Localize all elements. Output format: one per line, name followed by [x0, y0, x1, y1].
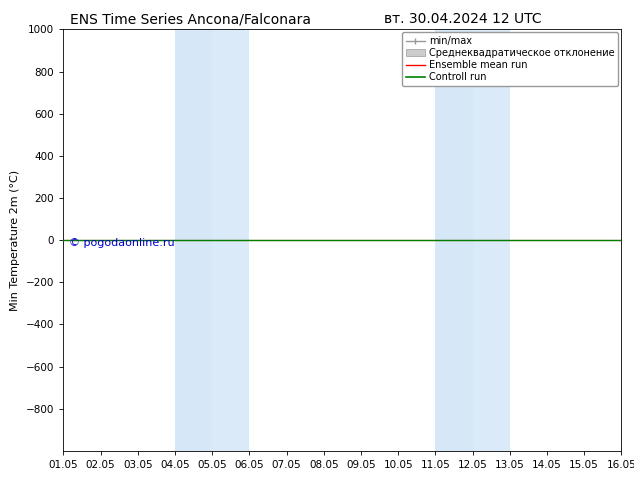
Text: вт. 30.04.2024 12 UTC: вт. 30.04.2024 12 UTC [384, 12, 541, 26]
Y-axis label: Min Temperature 2m (°C): Min Temperature 2m (°C) [10, 170, 20, 311]
Bar [175, 29, 212, 451]
Text: © pogodaonline.ru: © pogodaonline.ru [69, 238, 174, 248]
Bar [472, 29, 510, 451]
Bar [212, 29, 249, 451]
Legend: min/max, Среднеквадратическое отклонение, Ensemble mean run, Controll run: min/max, Среднеквадратическое отклонение… [402, 32, 618, 86]
Text: ENS Time Series Ancona/Falconara: ENS Time Series Ancona/Falconara [70, 12, 311, 26]
Bar [436, 29, 472, 451]
